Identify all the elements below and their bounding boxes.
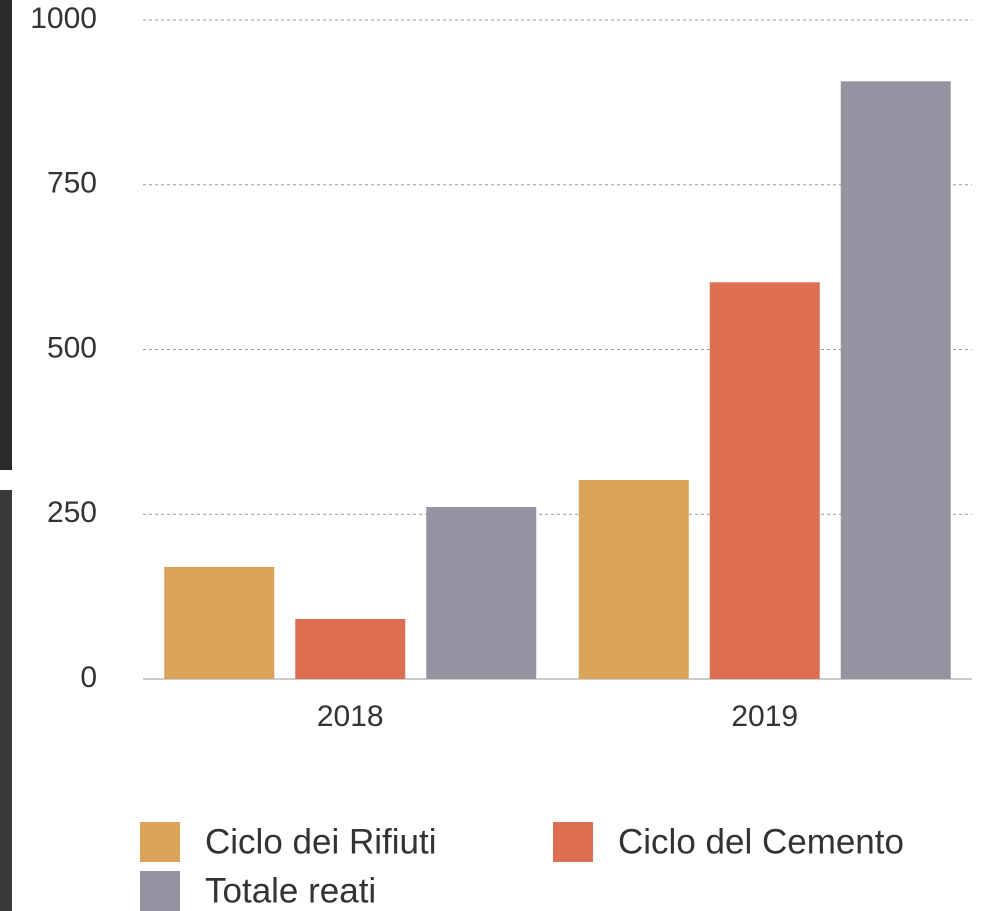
y-tick-label: 0 xyxy=(80,661,97,694)
bar xyxy=(164,566,275,679)
bar xyxy=(426,507,537,679)
legend-swatch xyxy=(140,822,180,862)
bar xyxy=(840,81,951,680)
y-tick-label: 250 xyxy=(47,496,97,529)
legend-label: Ciclo del Cemento xyxy=(618,822,904,861)
y-tick-label: 1000 xyxy=(30,2,97,35)
legend-swatch xyxy=(140,871,180,911)
y-tick-label: 750 xyxy=(47,167,97,200)
legend-label: Totale reati xyxy=(205,871,376,910)
legend-label: Ciclo dei Rifiuti xyxy=(205,822,436,861)
legend-swatch xyxy=(553,822,593,862)
y-tick-label: 500 xyxy=(47,331,97,364)
bar xyxy=(578,479,689,679)
background-strip xyxy=(0,0,12,470)
bar xyxy=(709,282,820,679)
background-strip xyxy=(0,490,12,911)
x-tick-label: 2018 xyxy=(317,700,384,733)
bar xyxy=(295,619,406,679)
x-tick-label: 2019 xyxy=(731,700,798,733)
